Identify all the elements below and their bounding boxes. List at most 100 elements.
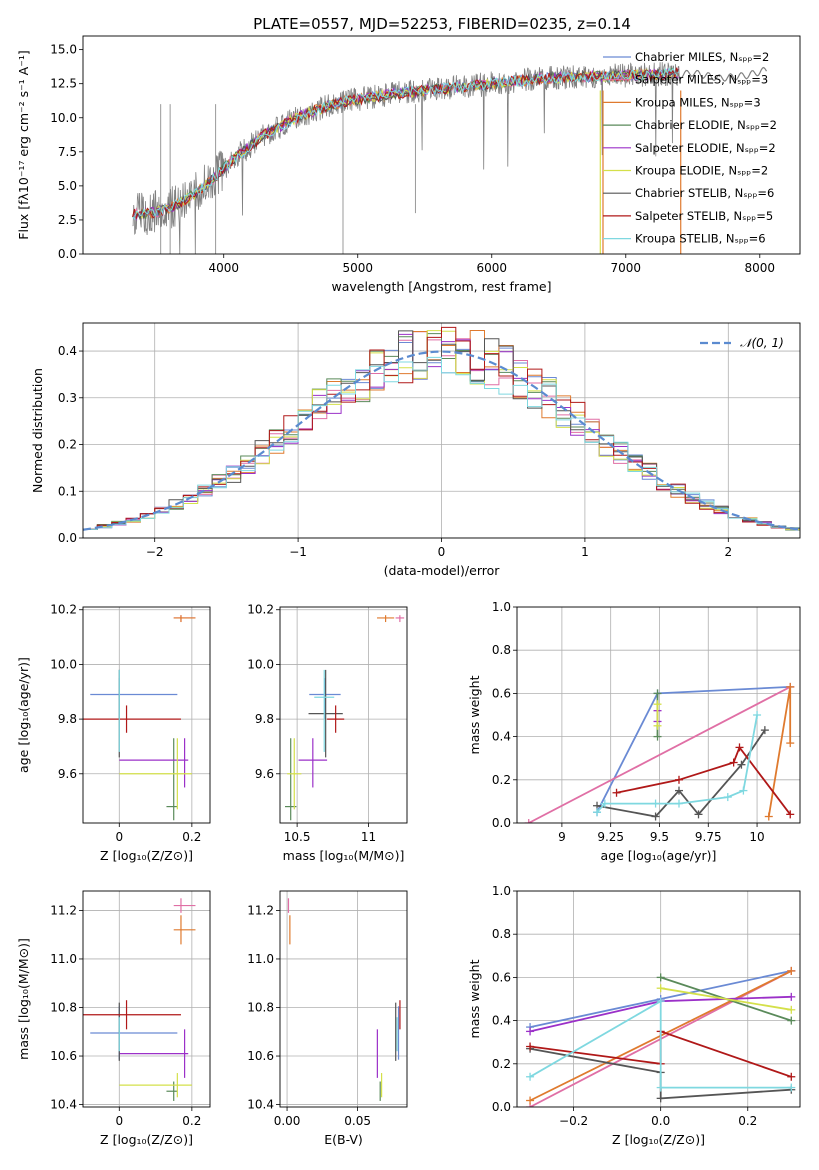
model-spectrum-line	[132, 67, 680, 221]
y-tick-label: 10.2	[247, 603, 274, 617]
plot-area	[83, 323, 800, 538]
y-tick-label: 9.6	[58, 767, 77, 781]
x-tick-label: −1	[289, 545, 307, 559]
gaussian-curve	[83, 350, 800, 531]
y-tick-label: 0.0	[492, 1100, 511, 1114]
x-tick-label: 0	[438, 545, 446, 559]
y-tick-label: 9.6	[255, 767, 274, 781]
ticks: −2 −1 0 1 2 0.0 0.1 0.2 0.3 0.4	[58, 344, 732, 559]
plot-area	[517, 607, 800, 823]
y-tick-label: 0.0	[58, 247, 77, 261]
y-tick-label: 0.4	[492, 1014, 511, 1028]
y-tick-label: 0.4	[492, 730, 511, 744]
plot-area	[280, 891, 407, 1107]
model-red-continuum	[665, 66, 768, 82]
y-tick-label: 0.6	[492, 970, 511, 984]
residual-histogram-step	[83, 326, 800, 530]
y-tick-label: 10.8	[50, 1000, 77, 1014]
legend-label: Kroupa MILES, Nₛₚₚ=3	[635, 95, 761, 109]
mass-weight-line	[660, 987, 792, 1011]
y-tick-label: 7.5	[58, 145, 77, 159]
ticks: 4000 5000 6000 7000 8000 0.0 2.5 5.0 7.5 10.0 12.5…	[50, 43, 775, 275]
x-tick-label: 0	[115, 830, 123, 844]
legend-label: Salpeter ELODIE, Nₛₚₚ=2	[635, 141, 776, 155]
y-tick-label: 10.0	[247, 657, 274, 671]
histogram-legend: 𝒩(0, 1)	[700, 336, 784, 350]
x-axis-label: (data-model)/error	[384, 563, 501, 578]
y-tick-label: 0.0	[58, 531, 77, 545]
ticks: 0 0.2 10.4 10.6 10.8 11.0 11.2	[50, 903, 201, 1128]
y-tick-label: 0.2	[492, 1057, 511, 1071]
mass-vs-metallicity-panel: 0 0.2 10.4 10.6 10.8 11.0 11.2 Z [log₁₀(Z/Z⊙)] m…	[16, 890, 211, 1147]
weight-vs-age-panel: 9 9.25 9.5 9.75 10 0.0 0.2 0.4 0.6 0.8 1.0 age [log…	[467, 600, 801, 863]
y-tick-label: 15.0	[50, 43, 77, 57]
y-tick-label: 11.2	[50, 903, 77, 917]
x-tick-label: 0.2	[182, 1114, 201, 1128]
y-tick-label: 9.8	[255, 712, 274, 726]
residual-histogram-panel: −2 −1 0 1 2 0.0 0.1 0.2 0.3 0.4 (data-model)/error…	[30, 322, 801, 578]
residual-histogram-step	[83, 330, 800, 530]
axes-frame	[516, 890, 801, 1108]
axes-frame	[82, 890, 211, 1108]
plot-area	[280, 607, 407, 823]
y-axis-label: Normed distribution	[30, 368, 45, 493]
spectrum-data-line	[132, 62, 680, 254]
y-tick-label: 0.2	[58, 438, 77, 452]
y-axis-label: age [log₁₀(age/yr)]	[16, 657, 31, 773]
y-tick-label: 2.5	[58, 213, 77, 227]
residual-histogram-step	[83, 356, 800, 530]
axes-frame	[279, 606, 408, 824]
x-axis-label: wavelength [Angstrom, rest frame]	[331, 279, 551, 294]
y-tick-label: 0.0	[492, 816, 511, 830]
y-tick-label: 0.6	[492, 686, 511, 700]
x-tick-label: 9.25	[597, 830, 624, 844]
y-tick-label: 10.6	[247, 1049, 274, 1063]
y-tick-label: 0.8	[492, 643, 511, 657]
y-tick-label: 10.2	[50, 603, 77, 617]
y-tick-label: 11.2	[247, 903, 274, 917]
axes-frame	[279, 890, 408, 1108]
x-tick-label: 9	[558, 830, 566, 844]
y-tick-label: 10.0	[50, 111, 77, 125]
y-tick-label: 0.1	[58, 484, 77, 498]
legend-label: Kroupa STELIB, Nₛₚₚ=6	[635, 232, 766, 246]
plot-area	[83, 891, 210, 1107]
y-tick-label: 10.0	[50, 657, 77, 671]
x-axis-label: mass [log₁₀(M/M⊙)]	[283, 848, 405, 863]
x-tick-label: 9.75	[695, 830, 722, 844]
y-axis-label: mass weight	[467, 959, 482, 1038]
y-axis-label: Flux [fλ10⁻¹⁷ erg cm⁻² s⁻¹ A⁻¹]	[16, 50, 31, 239]
axes-frame	[82, 322, 801, 539]
y-tick-label: 11.0	[247, 952, 274, 966]
y-axis-label: mass [log₁₀(M/M⊙)]	[16, 938, 31, 1060]
mass-weight-line	[767, 686, 792, 817]
y-tick-label: 10.4	[247, 1098, 274, 1112]
y-tick-label: 0.3	[58, 391, 77, 405]
x-tick-label: −0.2	[559, 1114, 588, 1128]
x-tick-label: −2	[146, 545, 164, 559]
x-axis-label: age [log₁₀(age/yr)]	[601, 848, 717, 863]
plot-area	[517, 891, 800, 1107]
y-tick-label: 11.0	[50, 952, 77, 966]
legend-label: Chabrier STELIB, Nₛₚₚ=6	[635, 186, 774, 200]
y-tick-label: 0.2	[492, 773, 511, 787]
x-axis-label: Z [log₁₀(Z/Z⊙)]	[100, 848, 193, 863]
ticks: 10.5 11 9.6 9.8 10.0 10.2	[247, 603, 376, 844]
legend-label: 𝒩(0, 1)	[740, 336, 784, 350]
axes-frame	[82, 606, 211, 824]
ticks: −0.2 0.0 0.2 0.0 0.2 0.4 0.6 0.8 1.0	[492, 884, 757, 1128]
x-tick-label: 2	[724, 545, 732, 559]
ticks: 9 9.25 9.5 9.75 10 0.0 0.2 0.4 0.6 0.8 1.0	[492, 600, 765, 844]
x-tick-label: 0.2	[182, 830, 201, 844]
x-axis-label: Z [log₁₀(Z/Z⊙)]	[100, 1132, 193, 1147]
x-tick-label: 9.5	[650, 830, 669, 844]
y-tick-label: 10.4	[50, 1098, 77, 1112]
mass-vs-ebv-panel: 0.00 0.05 10.4 10.6 10.8 11.0 11.2 E(B-V)	[247, 890, 408, 1147]
spectrum-legend: Chabrier MILES, Nₛₚₚ=2 Salpeter MILES, Nₛ…	[603, 50, 777, 246]
y-tick-label: 0.4	[58, 344, 77, 358]
age-vs-mass-panel: 10.5 11 9.6 9.8 10.0 10.2 mass [log₁₀(M/M⊙)]	[247, 603, 408, 863]
legend-label: Salpeter MILES, Nₛₚₚ=3	[635, 73, 768, 87]
ticks: 0.00 0.05 10.4 10.6 10.8 11.0 11.2	[247, 903, 371, 1128]
x-axis-label: Z [log₁₀(Z/Z⊙)]	[612, 1132, 705, 1147]
